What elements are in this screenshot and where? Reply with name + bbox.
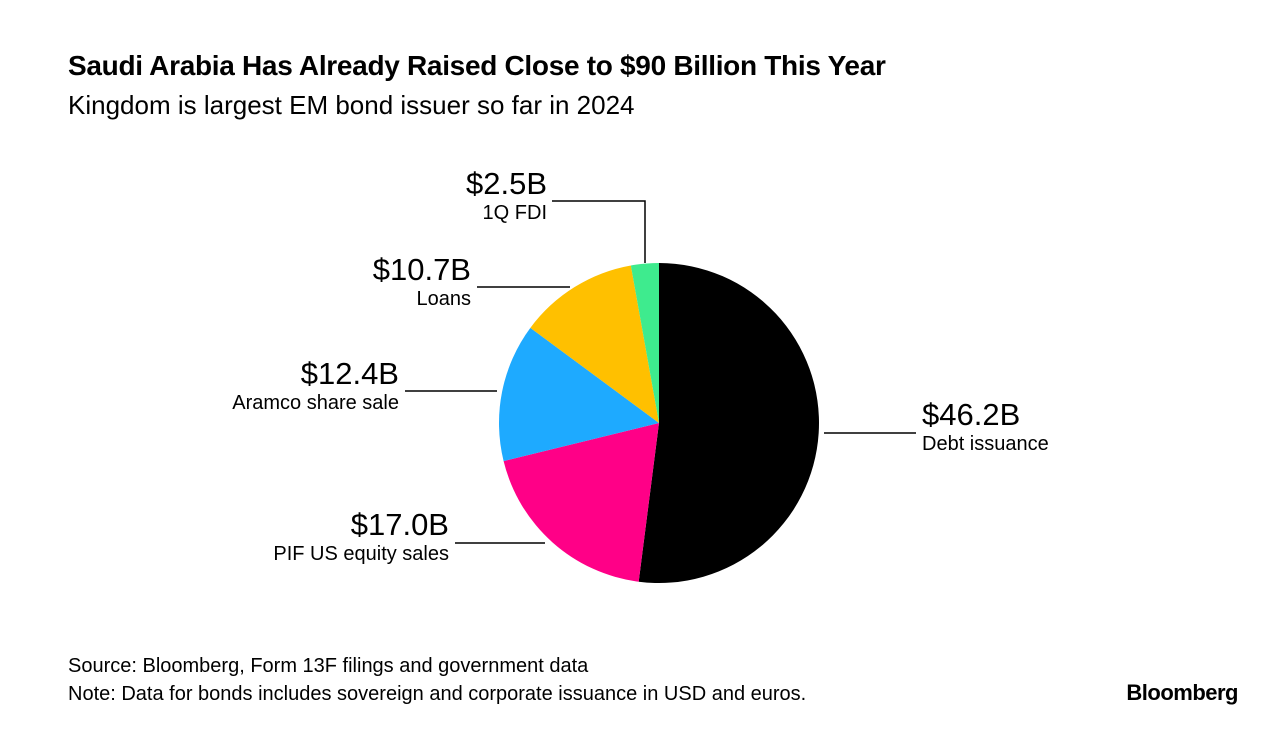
label-pif: $17.0B PIF US equity sales <box>273 508 449 566</box>
data-label-value: $17.0B <box>350 507 449 542</box>
source-note: Source: Bloomberg, Form 13F filings and … <box>68 655 589 677</box>
chart-title: Saudi Arabia Has Already Raised Close to… <box>68 50 886 81</box>
bloomberg-logo: Bloomberg <box>1126 680 1238 705</box>
data-label-category: Debt issuance <box>922 433 1049 455</box>
data-label-value: $2.5B <box>465 166 547 201</box>
data-label-category: Loans <box>416 288 472 310</box>
label-fdi: $2.5B 1Q FDI <box>466 167 547 225</box>
data-label-value: $46.2B <box>922 397 1021 432</box>
pie-slice-loans <box>530 265 659 423</box>
pie-slice-1q-fdi <box>630 263 659 423</box>
data-label-category: Aramco share sale <box>232 392 399 414</box>
data-label-value: $10.7B <box>372 252 471 287</box>
label-aramco: $12.4B Aramco share sale <box>232 357 399 415</box>
leader-line-fdi <box>552 200 646 263</box>
data-label-category: PIF US equity sales <box>273 543 449 565</box>
pie-slice-debt-issuance <box>638 263 820 583</box>
pie-slice-pif-us-equity-sales <box>503 423 659 582</box>
footnote: Note: Data for bonds includes sovereign … <box>68 683 807 705</box>
pie-slice-aramco-share-sale <box>499 327 659 462</box>
label-debt: $46.2B Debt issuance <box>922 398 1049 456</box>
chart-subtitle: Kingdom is largest EM bond issuer so far… <box>68 90 635 120</box>
label-loans: $10.7B Loans <box>373 253 471 311</box>
data-label-category: 1Q FDI <box>482 202 547 224</box>
data-label-value: $12.4B <box>300 356 399 391</box>
